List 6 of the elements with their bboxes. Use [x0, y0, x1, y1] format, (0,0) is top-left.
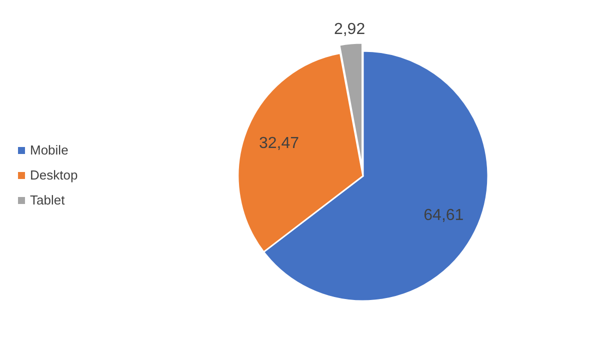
data-label: 32,47	[258, 134, 300, 152]
legend-label: Desktop	[30, 167, 78, 182]
legend-label: Mobile	[30, 142, 68, 158]
legend-label: Tablet	[30, 192, 66, 208]
data-label: 64,61	[424, 207, 464, 224]
data-label: 2,92	[334, 20, 366, 38]
